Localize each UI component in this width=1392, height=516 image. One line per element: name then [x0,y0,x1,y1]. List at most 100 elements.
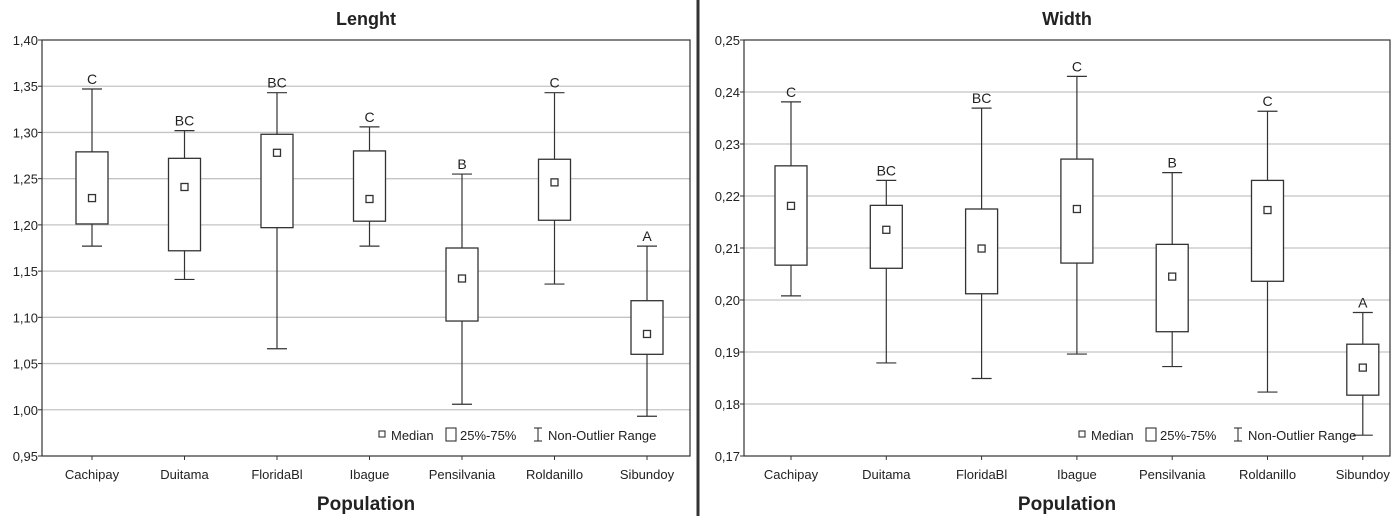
median-marker [1168,272,1177,281]
box-floridabl: FloridaBl BC [956,90,1007,482]
legend-whisker-label: Non-Outlier Range [548,428,656,443]
group-letter: BC [972,90,991,106]
y-tick-label: 1,10 [13,310,38,325]
x-tick-label: FloridaBl [956,467,1007,482]
plot-frame [41,39,691,457]
iqr-box [774,165,808,266]
median-marker [87,193,97,203]
box-sibundoy: Sibundoy A [620,228,675,482]
median-marker [365,194,374,204]
x-tick-label: Cachipay [764,467,819,482]
median-marker [642,329,652,339]
x-tick-label: Sibundoy [620,467,675,482]
iqr-box [260,133,294,229]
x-tick-label: Pensilvania [1139,467,1206,482]
group-letter: A [1358,294,1368,310]
x-axis-title: Population [1018,494,1116,515]
group-letter: C [1072,58,1082,74]
median-marker [882,225,891,234]
x-tick-label: Cachipay [65,467,120,482]
legend-box-label: 25%-75% [1160,428,1217,443]
y-tick-label: 1,30 [13,125,38,140]
group-letter: BC [267,75,286,91]
median-marker [1263,205,1272,215]
x-tick-label: Roldanillo [1239,467,1296,482]
y-tick-label: 0,19 [715,345,740,360]
iqr-box [167,157,202,252]
x-axis-title: Population [317,494,415,515]
group-letter: C [87,71,97,87]
box-cachipay: Cachipay C [65,71,120,482]
iqr-box [1155,243,1189,333]
iqr-box [1250,179,1285,282]
y-tick-label: 0,20 [715,293,740,308]
iqr-box [630,300,664,355]
box-pensilvania: Pensilvania B [1139,155,1206,482]
box-duitama: Duitama BC [862,162,911,482]
x-tick-label: Roldanillo [526,467,583,482]
chart-title: Width [1042,9,1092,29]
legend-median-swatch [378,430,386,438]
x-tick-label: Ibague [1057,467,1097,482]
group-letter: B [1168,155,1177,171]
y-tick-label: 1,00 [13,403,38,418]
box-roldanillo: Roldanillo C [526,75,583,482]
y-tick-label: 1,40 [13,33,38,48]
median-marker [1072,204,1082,214]
y-tick-label: 0,25 [715,33,740,48]
median-marker [977,244,986,253]
group-letter: BC [877,162,896,178]
group-letter: B [457,156,466,172]
legend-median-swatch [1078,430,1086,438]
legend: Median 25%-75% Non-Outlier Range [378,427,656,443]
box-sibundoy: Sibundoy A [1336,294,1391,482]
y-tick-label: 1,15 [13,264,38,279]
y-tick-label: 0,95 [13,449,38,464]
legend-box-swatch [445,427,457,442]
iqr-box [537,158,572,221]
group-letter: A [642,228,652,244]
iqr-box [869,204,903,269]
x-tick-label: Duitama [160,467,209,482]
group-letter: C [364,109,374,125]
y-tick-label: 0,24 [715,85,740,100]
median-marker [786,201,796,211]
group-letter: C [786,84,796,100]
legend-median-label: Median [391,428,434,443]
x-tick-label: Duitama [862,467,911,482]
plot-frame [743,39,1391,457]
iqr-box [445,247,479,322]
y-tick-label: 0,17 [715,449,740,464]
box-ibague: Ibague C [350,109,390,482]
y-tick-label: 1,05 [13,357,38,372]
y-tick-label: 0,21 [715,241,740,256]
x-tick-label: Sibundoy [1336,467,1391,482]
median-marker [1358,363,1367,372]
median-marker [180,182,189,192]
box-roldanillo: Roldanillo C [1239,93,1296,482]
median-marker [550,178,559,187]
group-letter: C [1262,93,1272,109]
legend-box-swatch [1145,427,1157,442]
iqr-box [75,151,109,225]
group-letter: C [549,75,559,91]
legend-whisker-label: Non-Outlier Range [1248,428,1356,443]
box-pensilvania: Pensilvania B [429,156,496,482]
chart-title: Lenght [336,9,396,29]
legend-median-label: Median [1091,428,1134,443]
legend-box-label: 25%-75% [460,428,517,443]
chart-panel-1: 0,17 0,18 0,19 0,20 0,21 0,22 0,23 0,24 0,25 Widt… [715,9,1391,515]
median-marker [272,148,282,157]
box-cachipay: Cachipay C [764,84,819,482]
y-tick-label: 0,18 [715,397,740,412]
x-tick-label: FloridaBl [251,467,302,482]
y-tick-label: 1,25 [13,172,38,187]
box-floridabl: FloridaBl BC [251,75,302,482]
group-letter: BC [175,113,194,129]
box-ibague: Ibague C [1057,58,1097,482]
x-tick-label: Pensilvania [429,467,496,482]
y-tick-label: 1,20 [13,218,38,233]
iqr-box [352,150,387,222]
x-tick-label: Ibague [350,467,390,482]
